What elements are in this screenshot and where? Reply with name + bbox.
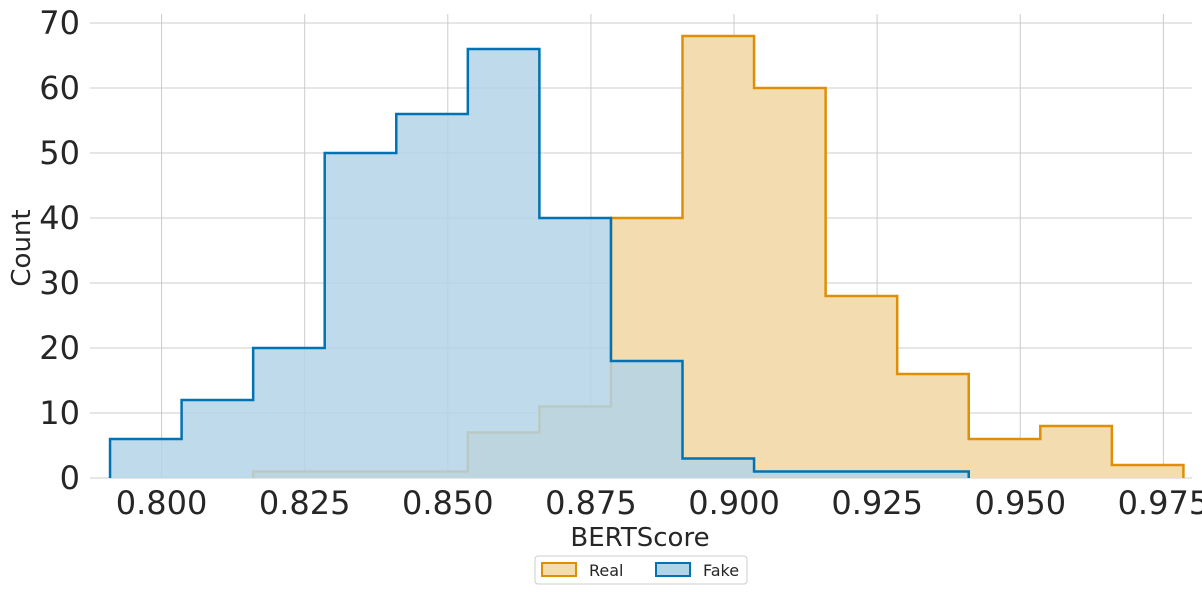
y-axis-label: Count <box>7 209 37 286</box>
x-tick-label: 0.975 <box>1118 484 1202 522</box>
y-tick-label: 10 <box>39 394 80 432</box>
x-tick-label: 0.950 <box>974 484 1066 522</box>
legend-label-fake: Fake <box>703 561 739 580</box>
histogram-fill-real <box>253 36 1184 478</box>
x-tick-label: 0.900 <box>688 484 780 522</box>
legend-label-real: Real <box>589 561 624 580</box>
x-tick-label: 0.800 <box>116 484 208 522</box>
legend: Real Fake <box>534 555 748 585</box>
y-tick-label: 50 <box>39 134 80 172</box>
tick-labels: 0.800 0.825 0.850 0.875 0.900 0.925 0.950 0.975… <box>39 4 1202 522</box>
legend-frame <box>534 555 748 585</box>
histogram-outline-fake <box>108 47 970 478</box>
x-tick-label: 0.850 <box>402 484 494 522</box>
series-fake <box>108 47 970 478</box>
x-tick-label: 0.875 <box>545 484 637 522</box>
series-layer <box>108 34 1185 478</box>
y-tick-label: 60 <box>39 69 80 107</box>
y-tick-label: 30 <box>39 264 80 302</box>
legend-swatch-fake <box>655 562 691 577</box>
histogram-fill-fake <box>110 49 969 478</box>
x-axis-label: BERTScore <box>570 523 709 553</box>
y-tick-label: 70 <box>39 4 80 42</box>
x-tick-label: 0.925 <box>831 484 923 522</box>
y-tick-label: 20 <box>39 329 80 367</box>
x-tick-label: 0.825 <box>259 484 351 522</box>
y-tick-label: 0 <box>60 459 80 497</box>
legend-swatch-real <box>541 562 577 577</box>
y-tick-label: 40 <box>39 199 80 237</box>
